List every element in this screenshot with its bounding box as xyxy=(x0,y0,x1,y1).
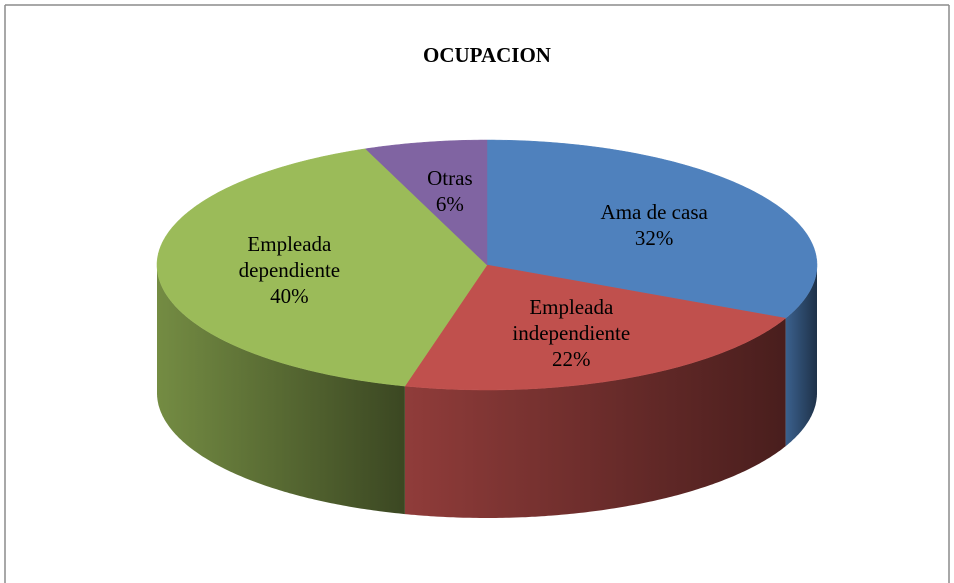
slice-label: Empleada independiente 22% xyxy=(496,294,646,372)
category-label: Otras xyxy=(427,166,473,191)
category-label: Ama de casa xyxy=(600,199,708,224)
slice-label: Ama de casa 32% xyxy=(579,199,729,251)
value-label: 22% xyxy=(552,346,591,371)
category-label: Empleada dependiente xyxy=(238,231,341,282)
slice-label: Otras 6% xyxy=(375,165,525,217)
slice xyxy=(404,264,787,391)
slice xyxy=(364,139,488,266)
slice-side xyxy=(157,265,405,515)
value-label: 6% xyxy=(435,192,464,217)
value-label: 32% xyxy=(634,225,674,250)
slice xyxy=(156,148,488,387)
slice-side xyxy=(785,265,817,447)
category-label: Empleada independiente xyxy=(512,294,631,345)
slice xyxy=(486,139,818,319)
chart-title: OCUPACION xyxy=(423,43,551,67)
slice-side xyxy=(404,318,786,518)
value-label: 40% xyxy=(270,283,309,308)
slice-label: Empleada dependiente 40% xyxy=(214,231,364,309)
